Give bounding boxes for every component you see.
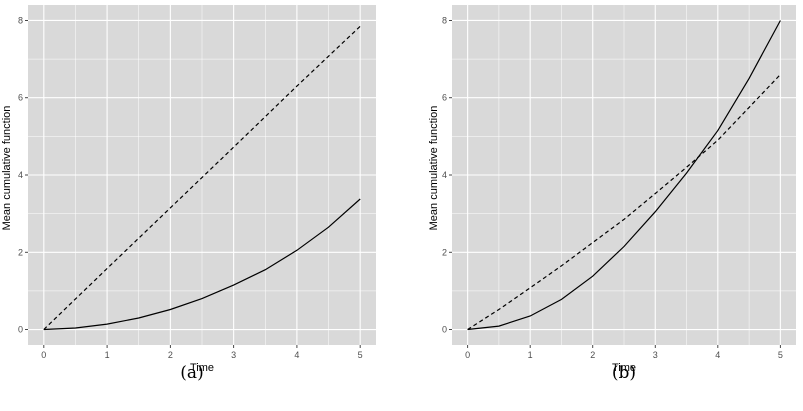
series-line-solid [467,20,781,331]
x-tick-label: 4 [294,350,299,360]
x-tick-label: 5 [778,350,783,360]
y-tick-label: 2 [442,247,447,257]
x-axis-title: Time [612,362,636,374]
x-tick-label: 2 [590,350,595,360]
x-tick-label: 5 [358,350,363,360]
y-tick-label: 8 [18,15,23,25]
panel-caption: (a) [180,363,203,383]
y-axis-title: Mean cumulative function [1,106,13,231]
chart-panel-1: 0 1 2 3 4 5 0 2 4 6 8 Time Mean cumulative function (… [428,5,796,383]
y-tick-label: 0 [442,325,447,335]
y-tick-label: 4 [18,170,23,180]
y-tick-label: 4 [442,170,447,180]
x-tick-label: 0 [41,350,46,360]
series-line-dashed [43,25,361,330]
x-tick-label: 3 [231,350,236,360]
y-axis-title: Mean cumulative function [428,106,440,231]
x-tick-label: 1 [528,350,533,360]
x-tick-label: 2 [168,350,173,360]
x-tick-label: 4 [715,350,720,360]
x-axis-title: Time [190,362,214,374]
y-tick-label: 6 [442,93,447,103]
series-line-dashed [467,74,781,331]
y-tick-label: 8 [442,15,447,25]
panel-caption: (b) [612,363,636,383]
y-tick-label: 0 [18,325,23,335]
series-line-solid [43,198,361,331]
x-tick-label: 0 [465,350,470,360]
y-tick-label: 6 [18,93,23,103]
y-tick-label: 2 [18,247,23,257]
x-tick-label: 1 [105,350,110,360]
x-tick-label: 3 [653,350,658,360]
chart-panel-0: 0 1 2 3 4 5 0 2 4 6 8 Time Mean cumulative function (… [1,5,376,383]
